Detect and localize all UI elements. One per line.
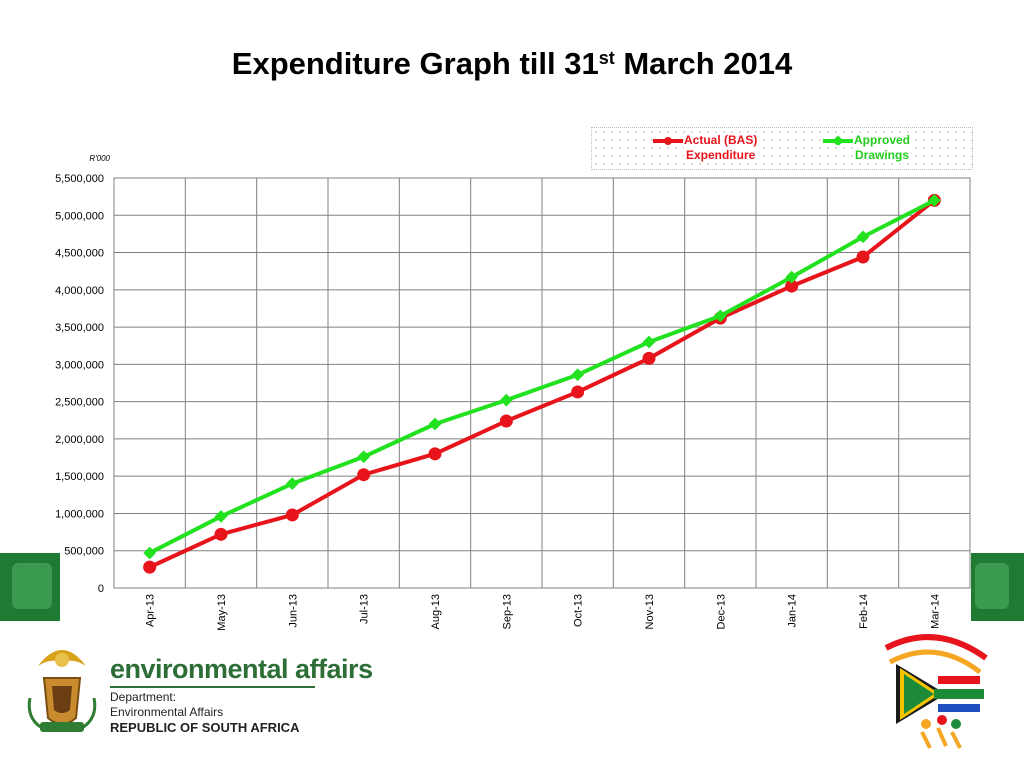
y-tick-label: 2,000,000 [55, 434, 104, 446]
green-band-right [971, 553, 1024, 621]
y-tick-label: 1,500,000 [55, 471, 104, 483]
legend-label-approved-2: Drawings [855, 148, 910, 162]
data-point-actual [285, 508, 299, 522]
data-point-approved [428, 417, 442, 431]
data-point-approved [357, 450, 371, 464]
y-tick-label: 5,000,000 [55, 210, 104, 222]
x-tick-label: Apr-13 [145, 594, 157, 627]
data-point-actual [785, 279, 799, 293]
x-tick-label: Jul-13 [359, 594, 371, 624]
y-tick-label: 1,000,000 [55, 508, 104, 520]
data-point-actual [642, 351, 656, 365]
y-tick-label: 3,500,000 [55, 322, 104, 334]
legend-item-actual: Actual (BAS) Expenditure [652, 133, 758, 163]
data-point-actual [856, 250, 870, 264]
page-title: Expenditure Graph till 31st March 2014 [0, 46, 1024, 82]
chart-legend: Actual (BAS) Expenditure Approved Drawin… [591, 127, 973, 170]
x-tick-label: Oct-13 [573, 594, 585, 627]
x-tick-label: Mar-14 [929, 594, 941, 629]
series-line-approved [148, 198, 936, 555]
green-band-left [0, 553, 60, 621]
legend-label-approved-1: Approved [854, 133, 911, 147]
title-main: Expenditure Graph till 31 [231, 46, 599, 81]
data-point-approved [499, 393, 513, 407]
series-line-actual [148, 198, 936, 569]
country-name: REPUBLIC OF SOUTH AFRICA [110, 720, 300, 735]
legend-label-actual-1: Actual (BAS) [684, 133, 758, 147]
expenditure-line-chart: 0 500,000 1,000,000 1,500,000 2,000,000 2,500… [55, 154, 971, 631]
x-tick-label: Sep-13 [501, 594, 513, 629]
y-tick-label: 0 [98, 583, 104, 595]
y-tick-label: 4,500,000 [55, 248, 104, 260]
title-sup: st [598, 48, 615, 68]
x-tick-label: Jun-13 [287, 594, 299, 628]
title-tail: March 2014 [614, 46, 793, 81]
data-point-approved [214, 510, 228, 523]
legend-label-actual-2: Expenditure [685, 148, 756, 162]
x-tick-label: May-13 [216, 594, 228, 631]
y-tick-label: 3,000,000 [55, 359, 104, 371]
legend-swatch-approved [823, 135, 853, 145]
y-unit-label: R'000 [89, 154, 110, 163]
data-point-approved [285, 477, 299, 491]
coat-of-arms-icon [24, 638, 100, 747]
y-tick-label: 500,000 [64, 546, 104, 558]
data-point-actual [143, 560, 157, 574]
x-tick-label: Jan-14 [787, 594, 799, 628]
department-block: Department: Environmental Affairs REPUBL… [110, 690, 299, 735]
dept-line-2: Environmental Affairs [110, 705, 224, 719]
x-tick-label: Aug-13 [430, 594, 442, 629]
y-tick-label: 5,500,000 [55, 173, 104, 185]
x-tick-label: Nov-13 [644, 594, 656, 629]
20-years-of-freedom-logo [876, 628, 996, 757]
dept-line-1: Department: [110, 690, 177, 704]
x-tick-label: Dec-13 [715, 594, 727, 629]
data-point-actual [571, 385, 585, 399]
y-tick-label: 4,000,000 [55, 285, 104, 297]
legend-swatch-actual [653, 137, 683, 145]
data-point-actual [214, 527, 228, 541]
y-tick-label: 2,500,000 [55, 397, 104, 409]
x-tick-label: Feb-14 [858, 594, 870, 629]
brand-rule [110, 686, 315, 688]
legend-item-approved: Approved Drawings [822, 133, 911, 163]
data-point-actual [499, 414, 513, 428]
data-point-actual [357, 468, 371, 482]
data-point-actual [428, 447, 442, 461]
brand-name: environmental affairs [110, 654, 373, 684]
